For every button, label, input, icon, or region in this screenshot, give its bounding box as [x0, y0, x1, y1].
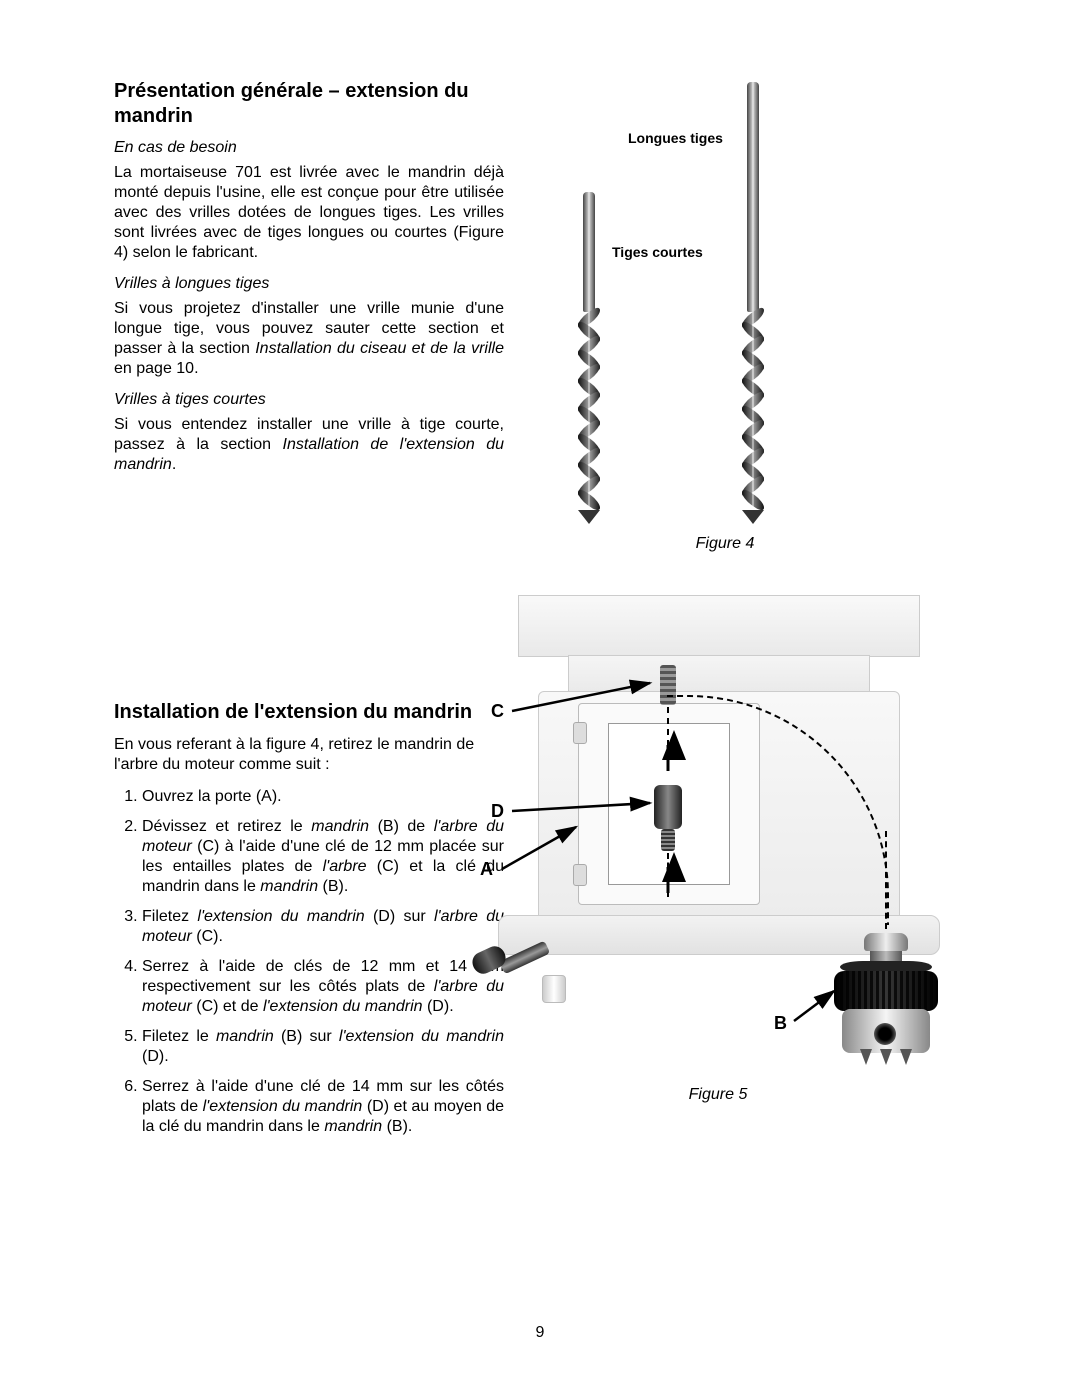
step-2: Dévissez et retirez le mandrin (B) de l'… [142, 817, 504, 897]
text: Ouvrez la porte (A). [142, 788, 282, 805]
step-6: Serrez à l'aide d'une clé de 14 mm sur l… [142, 1077, 504, 1137]
text: (D). [142, 1048, 169, 1065]
figure-4-caption: Figure 4 [560, 535, 890, 553]
subhead-long-shank: Vrilles à longues tiges [114, 275, 504, 293]
text-italic: l'extension du mandrin [263, 998, 423, 1015]
text: (B). [318, 878, 348, 895]
callout-D: D [491, 801, 504, 822]
short-flutes [578, 312, 600, 522]
drill-tip-icon [578, 510, 600, 524]
label-long-shanks: Longues tiges [628, 130, 723, 146]
step-4: Serrez à l'aide de clés de 12 mm et 14 m… [142, 957, 504, 1017]
figure-4-drill-bits: Longues tiges Tiges courtes [560, 82, 890, 552]
callout-B: B [774, 1013, 787, 1034]
text: . [172, 456, 176, 473]
install-intro: En vous referant à la figure 4, retirez … [114, 735, 504, 775]
text: (D) sur [365, 908, 434, 925]
long-flutes [742, 312, 764, 522]
text-italic: mandrin [216, 1028, 274, 1045]
text-italic: l'extension du mandrin [203, 1098, 363, 1115]
long-shank-drill [742, 82, 764, 536]
text-italic: l'arbre [323, 858, 367, 875]
subhead-need: En cas de besoin [114, 139, 504, 157]
short-shank-drill [578, 82, 600, 536]
drill-tip-icon [742, 510, 764, 524]
short-shank [583, 192, 595, 312]
body-short-shank: Si vous entendez installer une vrille à … [114, 415, 504, 475]
figure-5-caption: Figure 5 [478, 1086, 958, 1104]
body-long-shank: Si vous projetez d'installer une vrille … [114, 299, 504, 379]
callout-C: C [491, 701, 504, 722]
heading-overview: Présentation générale – extension du man… [114, 79, 504, 129]
body-need: La mortaiseuse 701 est livrée avec le ma… [114, 163, 504, 263]
text: Dévissez et retirez le [142, 818, 311, 835]
text: (C) et de [192, 998, 263, 1015]
text: (C). [192, 928, 223, 945]
text: en page 10. [114, 360, 199, 377]
text: (B) sur [274, 1028, 339, 1045]
text: Filetez le [142, 1028, 216, 1045]
text-italic: mandrin [324, 1118, 382, 1135]
manual-page: Présentation générale – extension du man… [0, 0, 1080, 1397]
text-italic: mandrin [260, 878, 318, 895]
text-italic: mandrin [311, 818, 369, 835]
long-shank [747, 82, 759, 312]
heading-install: Installation de l'extension du mandrin [114, 700, 504, 725]
text-italic: l'extension du mandrin [197, 908, 364, 925]
text-italic: Installation du ciseau et de la vrille [255, 340, 504, 357]
install-steps-list: Ouvrez la porte (A). Dévissez et retirez… [114, 787, 504, 1137]
section-chuck-extension-install: Installation de l'extension du mandrin E… [114, 700, 504, 1147]
callout-A: A [480, 859, 493, 880]
figure-5-chuck-assembly: C D A B [478, 595, 958, 1073]
text: (B) de [369, 818, 434, 835]
page-number: 9 [0, 1324, 1080, 1342]
step-1: Ouvrez la porte (A). [142, 787, 504, 807]
text: Filetez [142, 908, 197, 925]
callout-arrows-overlay [478, 595, 958, 1073]
step-3: Filetez l'extension du mandrin (D) sur l… [142, 907, 504, 947]
label-short-shanks: Tiges courtes [612, 244, 703, 260]
step-5: Filetez le mandrin (B) sur l'extension d… [142, 1027, 504, 1067]
text: (D). [423, 998, 454, 1015]
subhead-short-shank: Vrilles à tiges courtes [114, 391, 504, 409]
section-chuck-extension-overview: Présentation générale – extension du man… [114, 79, 504, 487]
text: (B). [382, 1118, 412, 1135]
